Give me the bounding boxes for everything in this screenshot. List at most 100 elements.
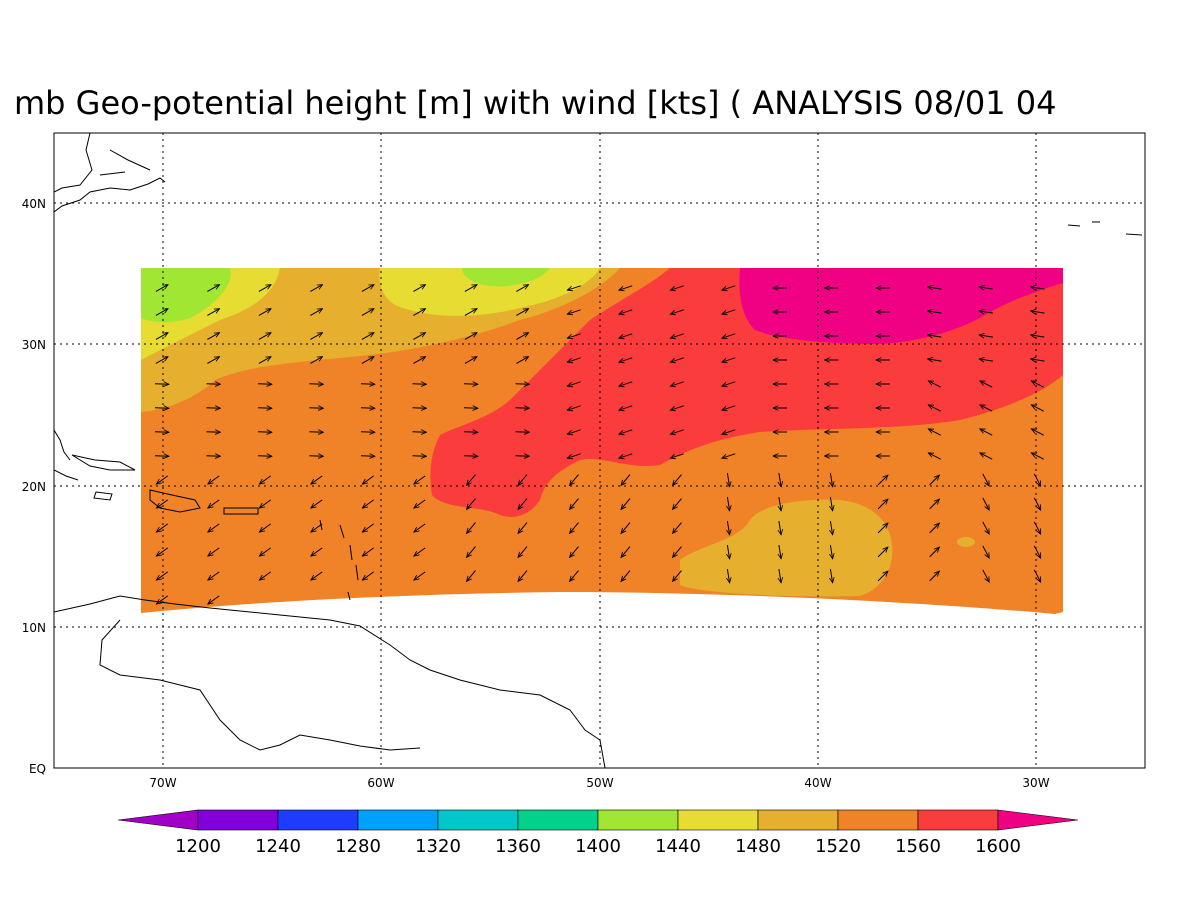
lon-axis: 70W 60W 50W 40W 30W [149,776,1049,790]
wind-arrow [982,473,989,486]
wind-arrow [156,475,168,484]
wind-arrow [257,384,272,385]
wind-arrow [257,408,272,409]
wind-arrow [259,475,271,484]
wind-arrow [208,499,220,508]
lat-label-40n: 40N [22,197,46,211]
wind-arrow [206,432,221,433]
wind-arrow [929,571,940,582]
wind-arrow [361,357,374,364]
wind-arrow [259,571,271,580]
wind-arrow [467,474,476,486]
wind-arrow [207,285,219,292]
wind-arrow [1031,453,1044,460]
wind-arrow [463,408,478,409]
colorbar-arrow-high [997,809,1079,831]
wind-arrow [619,405,633,410]
wind-arrow [619,285,633,290]
wind-arrow [619,333,633,338]
wind-arrow [619,381,633,386]
wind-arrow [727,545,729,559]
wind-arrow [619,357,633,362]
lat-label-20n: 20N [22,480,46,494]
wind-arrow [979,311,993,313]
wind-vectors [154,285,1045,604]
wind-arrow [779,497,781,511]
wind-arrow [412,408,427,409]
wind-arrow [311,523,323,532]
wind-arrow [877,547,888,558]
wind-arrow [360,456,375,457]
colorbar-label: 1360 [495,836,541,857]
colorbar-arrow-low [117,809,199,831]
coastlines [54,133,1143,768]
wind-arrow [1031,311,1045,313]
wind-arrow [830,497,832,511]
wind-arrow [727,521,729,535]
wind-arrow [567,285,581,290]
wind-arrow [208,571,220,580]
wind-arrow [722,357,736,362]
wind-arrow [208,523,220,532]
coast-north-america [54,133,166,213]
wind-arrow [310,333,322,340]
wind-arrow [722,381,736,386]
wind-arrow [361,309,374,316]
wind-arrow [463,456,478,457]
map-title: mb Geo-potential height [m] with wind [k… [14,84,1056,122]
field-1520-spot [957,537,975,547]
colorbar-swatch [597,809,679,831]
wind-arrow [467,570,476,582]
wind-arrow [360,408,375,409]
wind-arrow [567,357,581,362]
wind-arrow [928,453,941,460]
wind-arrow [929,547,940,558]
wind-arrow [928,311,942,313]
wind-arrow [208,547,220,556]
wind-arrow [929,523,940,534]
wind-arrow [779,521,781,535]
wind-arrow [673,546,682,558]
wind-arrow [154,384,169,385]
wind-arrow [516,333,528,340]
wind-arrow [570,522,579,534]
wind-arrow [155,333,168,340]
wind-arrow [830,473,832,487]
wind-arrow [464,357,477,364]
wind-arrow [206,384,221,385]
field-1480-patch-north [379,268,600,316]
wind-arrow [670,453,684,458]
wind-arrow [830,545,832,559]
wind-arrow [463,432,478,433]
wind-arrow [1033,521,1040,534]
coast-atlantic-islands [1067,221,1143,236]
wind-arrow [1031,381,1044,388]
colorbar-label: 1400 [575,836,621,857]
wind-arrow [516,309,528,316]
wind-arrow [980,429,993,436]
lon-label-40w: 40W [804,776,831,790]
wind-arrow [362,523,374,532]
wind-arrow [673,498,682,510]
wind-arrow [414,475,426,484]
colorbar-label: 1200 [175,836,221,857]
wind-arrow [830,569,832,583]
coast-puerto-rico [223,507,259,515]
wind-arrow [928,335,942,337]
lat-label-eq: EQ [29,762,46,776]
coast-jamaica [93,491,113,501]
wind-arrow [979,287,993,289]
wind-arrow [207,309,219,316]
wind-arrow [259,547,271,556]
wind-arrow [518,570,528,582]
wind-arrow [722,333,736,338]
lat-axis: 40N 30N 20N 10N EQ [22,197,46,776]
colorbar-swatch [277,809,359,831]
field-1440-patch-north [462,268,550,287]
colorbar-swatch [437,809,519,831]
colorbar-swatch [757,809,839,831]
colorbar-swatch [197,809,279,831]
wind-arrow [670,405,684,410]
wind-arrow [670,333,684,338]
